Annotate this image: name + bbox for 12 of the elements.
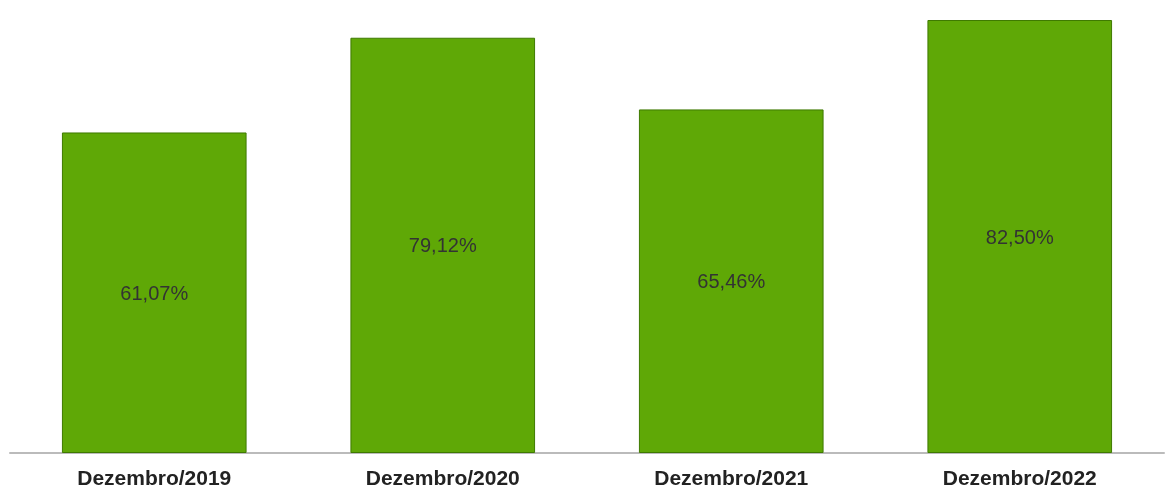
x-tick-label: Dezembro/2019 <box>77 466 232 489</box>
x-tick-label: Dezembro/2022 <box>942 466 1097 489</box>
bar <box>638 109 824 453</box>
data-label: 61,07% <box>120 281 189 304</box>
bar <box>350 37 536 453</box>
x-tick-label: Dezembro/2021 <box>654 466 809 489</box>
data-label: 79,12% <box>408 234 477 257</box>
bar <box>61 132 247 453</box>
data-label: 82,50% <box>985 225 1054 248</box>
bar <box>927 20 1113 453</box>
data-label: 65,46% <box>697 270 766 293</box>
x-tick-label: Dezembro/2020 <box>365 466 520 489</box>
